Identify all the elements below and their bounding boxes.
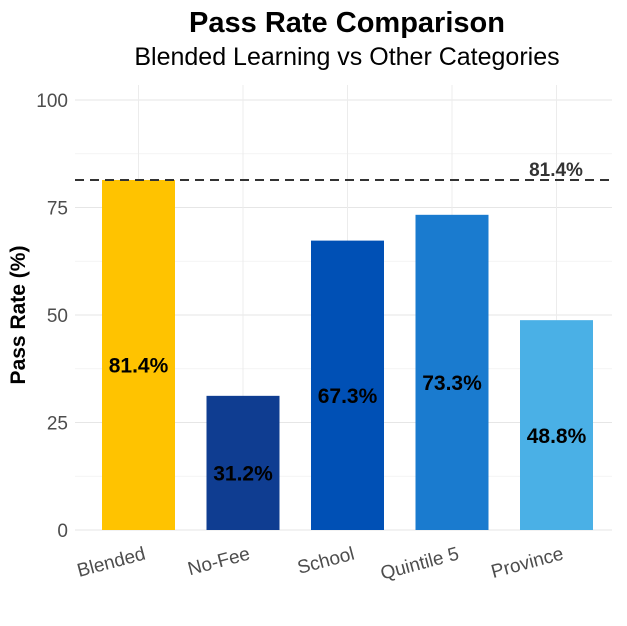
bar-data-label: 73.3% [422, 372, 482, 395]
y-tick-label: 0 [57, 521, 68, 542]
x-tick-label: Province [489, 544, 566, 583]
reference-line-group: 81.4% [75, 160, 612, 181]
y-tick-label: 50 [47, 306, 68, 327]
chart-subtitle: Blended Learning vs Other Categories [134, 43, 559, 71]
y-axis-label: Pass Rate (%) [7, 246, 30, 385]
bar-blended [102, 179, 175, 531]
bar-data-label: 81.4% [109, 355, 169, 378]
bar-data-label: 31.2% [213, 463, 273, 486]
y-tick-label: 75 [47, 199, 68, 220]
bar-data-label: 48.8% [527, 425, 587, 448]
y-tick-label: 100 [36, 91, 68, 112]
bar-data-labels: 81.4% 31.2% 67.3% 73.3% 48.8% [109, 355, 587, 486]
x-tick-label: Blended [75, 544, 148, 582]
y-tick-label: 25 [47, 414, 68, 435]
x-tick-label: Quintile 5 [378, 544, 461, 585]
bar-no-fee [206, 395, 280, 530]
bar-province [520, 320, 593, 530]
chart-title: Pass Rate Comparison [189, 7, 505, 39]
x-tick-label: No-Fee [186, 544, 253, 581]
reference-line-label: 81.4% [529, 160, 583, 181]
bar-school [311, 240, 384, 531]
x-axis-ticks: Blended No-Fee School Quintile 5 Province [75, 544, 566, 585]
bar-quintile-5 [415, 214, 489, 530]
y-axis-ticks: 0 25 50 75 100 [36, 91, 68, 542]
bars [102, 179, 593, 531]
bar-data-label: 67.3% [318, 385, 378, 408]
x-tick-label: School [295, 544, 357, 579]
